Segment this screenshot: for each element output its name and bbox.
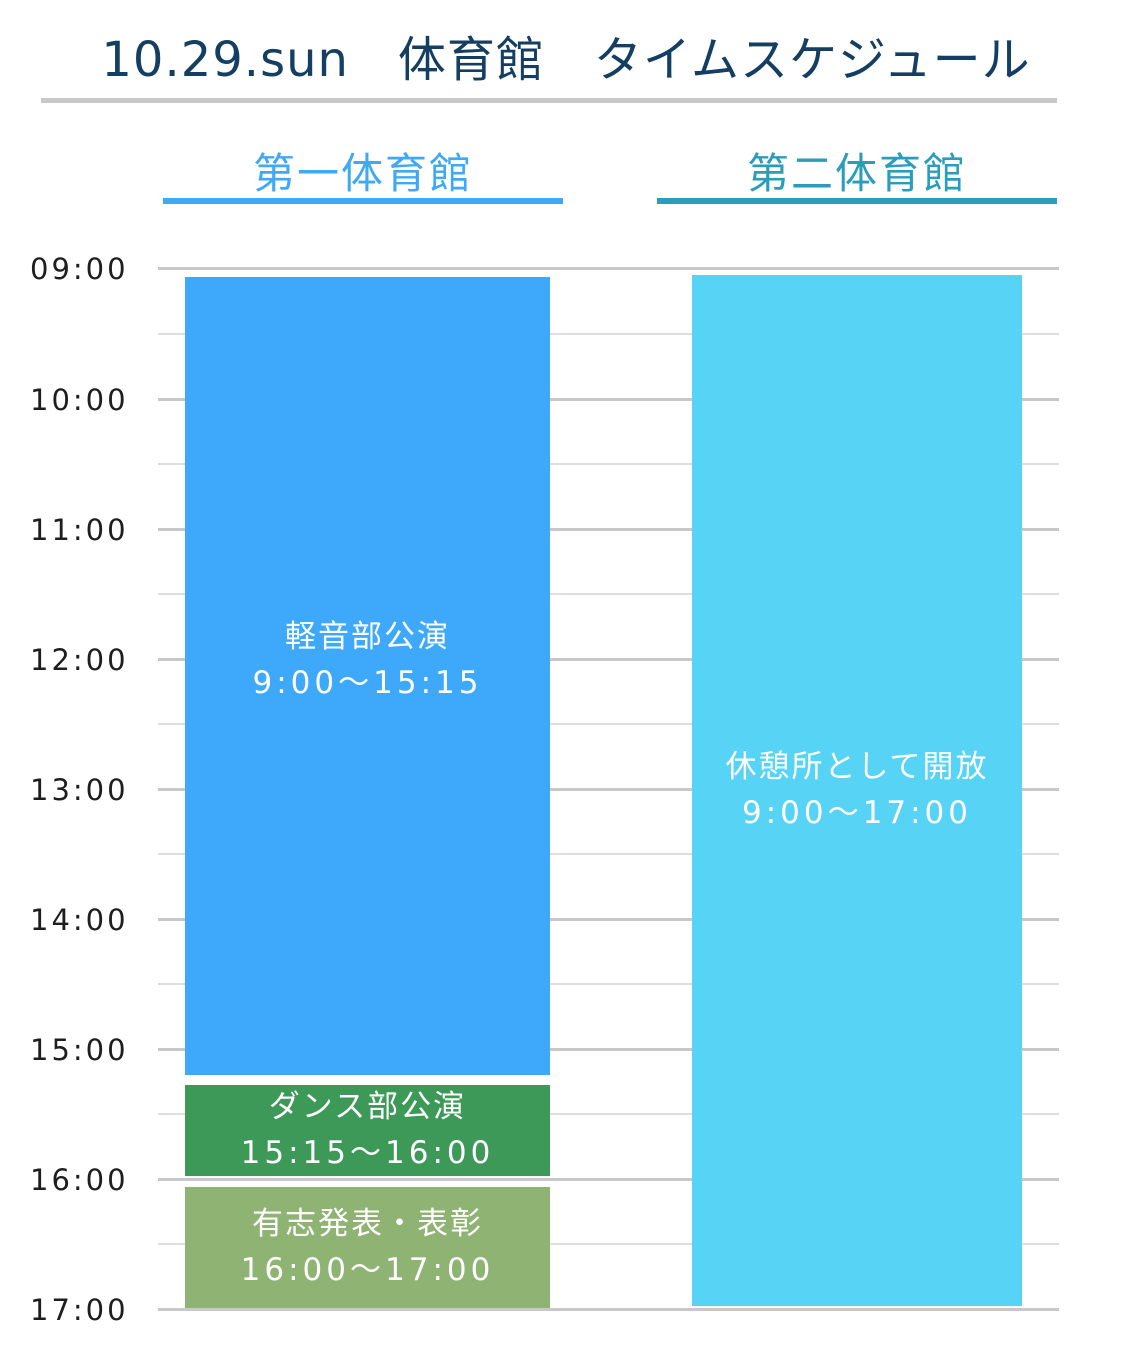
event-block-dance-performance: ダンス部公演 15:15〜16:00 [185,1085,550,1176]
event-name: 有志発表・表彰 [252,1205,483,1242]
time-label-0900: 09:00 [30,252,129,286]
event-block-volunteer-awards: 有志発表・表彰 16:00〜17:00 [185,1187,550,1308]
grid-line-hour [158,788,1059,791]
time-label-1500: 15:00 [30,1033,129,1067]
event-name: ダンス部公演 [268,1088,467,1125]
event-time: 9:00〜15:15 [252,665,483,701]
grid-line-hour [158,1308,1059,1311]
grid-line-half-hour [158,333,1059,335]
grid-line-half-hour [158,853,1059,855]
event-block-music-concert: 軽音部公演 9:00〜15:15 [185,277,550,1075]
grid-line-hour [158,1178,1059,1181]
grid-line-hour [158,528,1059,531]
grid-line-hour [158,658,1059,661]
grid-line-hour [158,918,1059,921]
time-label-1300: 13:00 [30,773,129,807]
grid-line-hour [158,1048,1059,1051]
venue-header-second-gym: 第二体育館 [746,149,967,198]
event-time: 9:00〜17:00 [742,794,972,831]
time-label-1600: 16:00 [30,1163,129,1197]
grid-line-half-hour [158,723,1059,725]
grid-line-half-hour [158,593,1059,595]
event-name: 休憩所として開放 [725,748,989,785]
venue-header-first-gym: 第一体育館 [252,149,473,198]
event-time: 15:15〜16:00 [240,1134,495,1171]
grid-line-half-hour [158,1243,1059,1245]
time-label-1700: 17:00 [30,1293,129,1327]
event-name: 軽音部公演 [285,619,450,655]
grid-line-half-hour [158,1113,1059,1115]
venue-underline-first-gym [163,198,563,204]
time-label-1200: 12:00 [30,643,129,677]
grid-line-half-hour [158,463,1059,465]
title-divider [41,98,1057,103]
grid-line-half-hour [158,983,1059,985]
time-label-1100: 11:00 [30,513,129,547]
event-block-rest-area: 休憩所として開放 9:00〜17:00 [692,275,1022,1306]
page-title: 10.29.sun 体育館 タイムスケジュール [101,32,1031,88]
time-label-1000: 10:00 [30,383,129,417]
grid-line-hour [158,398,1059,401]
venue-underline-second-gym [657,198,1057,204]
event-time: 16:00〜17:00 [240,1251,495,1288]
time-label-1400: 14:00 [30,903,129,937]
grid-line-hour [158,267,1059,270]
